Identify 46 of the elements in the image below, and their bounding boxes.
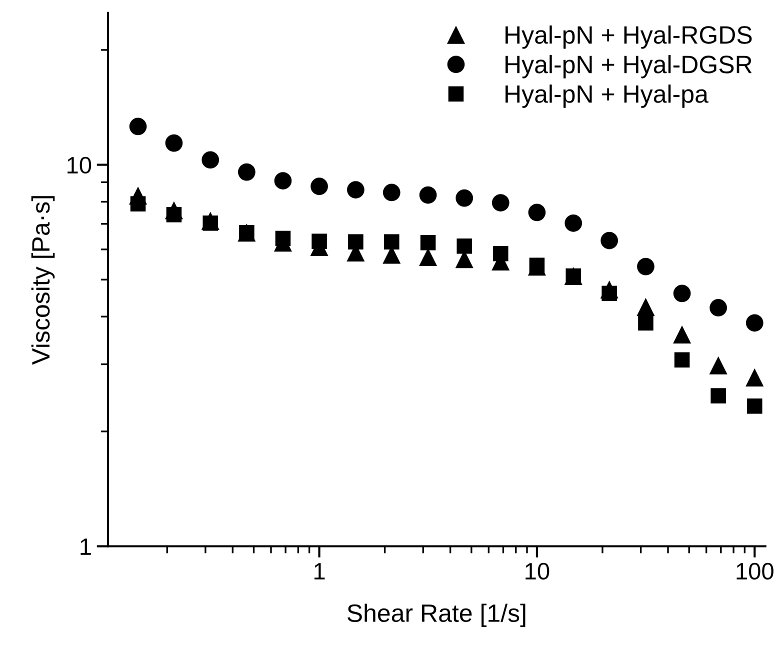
point (456, 189, 474, 207)
point (238, 163, 256, 181)
point (673, 325, 692, 344)
x-tick-label: 1 (314, 563, 325, 580)
point (637, 258, 654, 276)
point (130, 196, 146, 212)
point (312, 234, 327, 249)
x-tick-label: 10 (526, 562, 550, 580)
point (709, 356, 728, 374)
point (202, 216, 218, 231)
point (384, 234, 400, 250)
point (492, 194, 510, 212)
point (746, 398, 762, 414)
legend-label: Hyal-pN + Hyal-DGSR (506, 55, 752, 78)
point (275, 230, 291, 246)
point (746, 368, 764, 386)
point (419, 248, 438, 266)
point (746, 314, 764, 332)
point (419, 186, 437, 204)
point (129, 118, 147, 136)
point (382, 184, 400, 202)
point (348, 234, 364, 250)
point (710, 299, 727, 316)
point (166, 207, 182, 222)
point (310, 178, 328, 196)
point (420, 235, 436, 250)
legend-label: Hyal-pN + Hyal-RGDS (506, 25, 752, 49)
point (636, 298, 655, 316)
point (528, 204, 546, 222)
legend-label: Hyal-pN + Hyal-pa (506, 84, 708, 108)
point (347, 181, 364, 198)
point (202, 151, 220, 169)
point (493, 246, 508, 262)
x-axis-title: Shear Rate [1/s] (347, 604, 526, 627)
point (710, 388, 726, 404)
point (274, 172, 292, 190)
point (673, 284, 691, 302)
point (529, 258, 545, 273)
point (564, 214, 582, 232)
point (638, 315, 654, 331)
x-tick-label: 100 (736, 562, 774, 580)
y-axis-title: Viscosity [Pa·s] (31, 196, 55, 365)
point (456, 238, 472, 254)
point (165, 134, 183, 152)
point (674, 352, 690, 368)
point (600, 232, 618, 250)
